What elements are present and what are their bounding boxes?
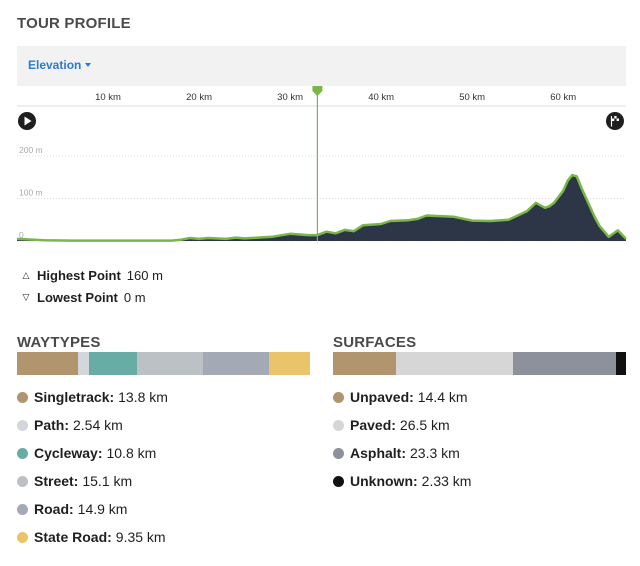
x-tick-label: 20 km	[186, 92, 212, 103]
waytypes-bar	[17, 352, 310, 375]
lowest-point-label: Lowest Point	[37, 290, 118, 305]
x-tick-label: 50 km	[459, 92, 485, 103]
legend-dot-icon	[17, 503, 28, 515]
waytypes-bar-segment	[17, 352, 78, 375]
surfaces-bar-segment	[615, 352, 626, 375]
waytypes-legend-item: Singletrack: 13.8 km	[17, 383, 168, 411]
play-icon[interactable]	[18, 112, 36, 130]
legend-item-name: Unpaved:	[350, 389, 414, 405]
metric-dropdown-label: Elevation	[28, 58, 82, 72]
waytypes-bar-segment	[203, 352, 269, 375]
waytypes-legend: Singletrack: 13.8 km Path: 2.54 km Cycleway:…	[17, 383, 168, 551]
waytypes-bar-segment	[136, 352, 204, 375]
y-tick-label: 200 m	[19, 145, 43, 155]
waytypes-legend-item: Cycleway: 10.8 km	[17, 439, 168, 467]
page-title: TOUR PROFILE	[17, 15, 131, 32]
legend-item-name: Cycleway:	[34, 445, 103, 461]
legend-dot-icon	[17, 475, 28, 487]
waytypes-bar-segment	[88, 352, 137, 375]
legend-item-name: State Road:	[34, 529, 112, 545]
waytypes-legend-item: Street: 15.1 km	[17, 467, 168, 495]
legend-item-name: Street:	[34, 473, 79, 489]
legend-item-value: 9.35 km	[115, 529, 166, 545]
waytypes-legend-item: Path: 2.54 km	[17, 411, 168, 439]
legend-dot-icon	[17, 447, 28, 459]
legend-dot-icon	[333, 475, 344, 487]
legend-item-name: Road:	[34, 501, 74, 517]
surfaces-bar-segment	[396, 352, 514, 375]
surfaces-bar-segment	[333, 352, 397, 375]
legend-item-value: 26.5 km	[399, 417, 450, 433]
surfaces-legend-item: Asphalt: 23.3 km	[333, 439, 471, 467]
legend-dot-icon	[17, 391, 28, 403]
elevation-area	[17, 175, 626, 241]
profile-toolbar: Elevation	[17, 46, 626, 86]
legend-item-value: 10.8 km	[106, 445, 157, 461]
x-tick-label: 30 km	[277, 92, 303, 103]
legend-item-value: 13.8 km	[118, 389, 168, 405]
lowest-point: ▽ Lowest Point 0 m	[20, 290, 146, 305]
legend-item-value: 23.3 km	[410, 445, 460, 461]
waytypes-legend-item: State Road: 9.35 km	[17, 523, 168, 551]
elevation-chart[interactable]: 10 km 20 km 30 km 40 km 50 km 60 km 0 100 m 200 …	[0, 80, 640, 250]
x-tick-label: 60 km	[550, 92, 576, 103]
triangle-down-icon: ▽	[22, 292, 30, 302]
surfaces-legend-item: Unknown: 2.33 km	[333, 467, 471, 495]
x-tick-label: 10 km	[95, 92, 121, 103]
highest-point-value: 160 m	[126, 268, 163, 283]
highest-point: △ Highest Point 160 m	[20, 268, 163, 283]
legend-item-value: 14.4 km	[417, 389, 468, 405]
flag-icon[interactable]	[606, 112, 624, 130]
y-tick-label: 0	[19, 230, 24, 240]
waytypes-bar-segment	[77, 352, 89, 375]
position-marker-icon	[312, 86, 323, 96]
x-tick-label: 40 km	[368, 92, 394, 103]
legend-item-value: 15.1 km	[82, 473, 133, 489]
legend-item-name: Unknown:	[350, 473, 418, 489]
elevation-line	[16, 173, 627, 242]
y-tick-label: 100 m	[19, 188, 43, 198]
legend-item-name: Asphalt:	[350, 445, 406, 461]
legend-item-value: 2.54 km	[73, 417, 123, 433]
surfaces-legend-item: Unpaved: 14.4 km	[333, 383, 471, 411]
legend-item-name: Singletrack:	[34, 389, 115, 405]
legend-item-value: 14.9 km	[77, 501, 128, 517]
caret-down-icon	[85, 62, 92, 67]
legend-dot-icon	[17, 531, 28, 543]
legend-dot-icon	[333, 447, 344, 459]
legend-item-name: Path:	[34, 417, 69, 433]
surfaces-legend: Unpaved: 14.4 km Paved: 26.5 km Asphalt: 23.3…	[333, 383, 471, 495]
metric-dropdown[interactable]: Elevation	[28, 58, 92, 72]
surfaces-bar-segment	[513, 352, 616, 375]
highest-point-label: Highest Point	[37, 268, 121, 283]
legend-dot-icon	[333, 419, 344, 431]
waytypes-title: WAYTYPES	[17, 334, 101, 351]
surfaces-bar	[333, 352, 626, 375]
legend-dot-icon	[17, 419, 28, 431]
surfaces-title: SURFACES	[333, 334, 417, 351]
waytypes-bar-segment	[268, 352, 310, 375]
legend-item-name: Paved:	[350, 417, 396, 433]
surfaces-legend-item: Paved: 26.5 km	[333, 411, 471, 439]
lowest-point-value: 0 m	[123, 290, 146, 305]
waytypes-legend-item: Road: 14.9 km	[17, 495, 168, 523]
legend-dot-icon	[333, 391, 344, 403]
triangle-up-icon: △	[22, 270, 30, 280]
legend-item-value: 2.33 km	[421, 473, 472, 489]
